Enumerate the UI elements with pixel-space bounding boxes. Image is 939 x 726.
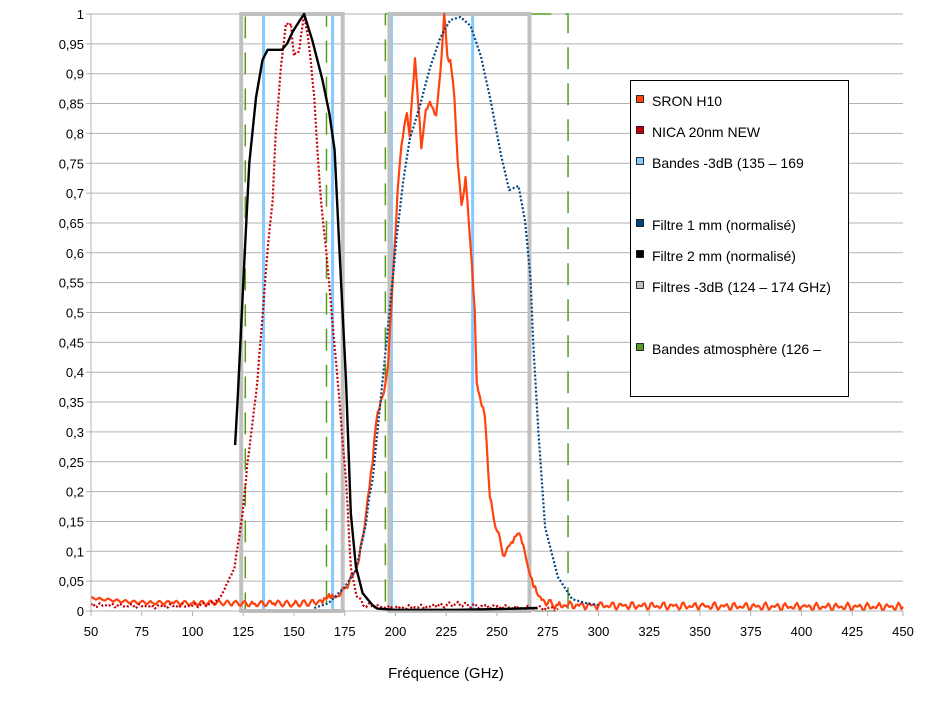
y-tick-label: 0,4 bbox=[66, 365, 84, 380]
series-filtre-1-mm-normalis bbox=[313, 15, 599, 610]
legend-swatch bbox=[636, 95, 644, 103]
legend-label: SRON H10 bbox=[652, 93, 722, 109]
legend-swatch bbox=[636, 157, 644, 165]
legend-swatch bbox=[636, 250, 644, 258]
legend-box bbox=[630, 80, 849, 397]
y-tick-label: 0,6 bbox=[66, 246, 84, 261]
x-tick-label: 425 bbox=[841, 624, 863, 639]
legend-label: NICA 20nm NEW bbox=[652, 124, 761, 140]
y-tick-label: 0,3 bbox=[66, 425, 84, 440]
y-tick-label: 0,9 bbox=[66, 67, 84, 82]
y-tick-label: 0,2 bbox=[66, 485, 84, 500]
x-tick-labels: 50 75 100 125 150 175 200 225 250 275 300 325 350 375… bbox=[84, 624, 914, 639]
legend-label: Filtre 1 mm (normalisé) bbox=[652, 217, 796, 233]
legend-label: Bandes atmosphère (126 – bbox=[652, 341, 821, 357]
x-axis-label: Fréquence (GHz) bbox=[388, 665, 504, 682]
series-nica-20nm-new bbox=[90, 12, 559, 612]
y-tick-label: 0,15 bbox=[59, 514, 84, 529]
y-tick-label: 0 bbox=[77, 604, 84, 619]
series-sron-h10 bbox=[90, 12, 904, 612]
x-tick-label: 175 bbox=[334, 624, 356, 639]
legend-label: Filtre 2 mm (normalisé) bbox=[652, 248, 796, 264]
y-tick-label: 0,05 bbox=[59, 574, 84, 589]
legend-swatch bbox=[636, 281, 644, 289]
y-tick-label: 0,1 bbox=[66, 544, 84, 559]
x-tick-label: 200 bbox=[385, 624, 407, 639]
legend-label: Bandes -3dB (135 – 169 bbox=[652, 155, 804, 171]
legend-swatch bbox=[636, 126, 644, 134]
axes bbox=[90, 14, 903, 612]
series-lines bbox=[90, 12, 904, 612]
x-tick-label: 100 bbox=[182, 624, 204, 639]
y-tick-label: 0,35 bbox=[59, 395, 84, 410]
x-tick-label: 150 bbox=[283, 624, 305, 639]
y-tick-label: 0,7 bbox=[66, 186, 84, 201]
y-tick-label: 0,65 bbox=[59, 216, 84, 231]
y-tick-labels: 0 0,05 0,1 0,15 0,2 0,25 0,3 0,35 0,4 0,45 0,5 0,55… bbox=[59, 7, 84, 619]
y-tick-label: 0,45 bbox=[59, 335, 84, 350]
x-tick-label: 325 bbox=[638, 624, 660, 639]
y-tick-label: 0,5 bbox=[66, 306, 84, 321]
y-tick-label: 0,55 bbox=[59, 276, 84, 291]
x-tick-label: 350 bbox=[689, 624, 711, 639]
y-tick-label: 0,25 bbox=[59, 455, 84, 470]
x-tick-label: 400 bbox=[791, 624, 813, 639]
x-tick-label: 275 bbox=[537, 624, 559, 639]
x-tick-label: 125 bbox=[232, 624, 254, 639]
legend: SRON H10 NICA 20nm NEW Bandes -3dB (135 – … bbox=[630, 80, 849, 397]
y-tick-label: 0,95 bbox=[59, 37, 84, 52]
legend-swatch bbox=[636, 343, 644, 351]
series-filtre-2-mm-normalis bbox=[233, 12, 538, 611]
legend-swatch bbox=[636, 219, 644, 227]
y-tick-label: 0,75 bbox=[59, 156, 84, 171]
y-tick-label: 0,85 bbox=[59, 97, 84, 112]
x-tick-label: 75 bbox=[135, 624, 149, 639]
y-tick-label: 1 bbox=[77, 7, 84, 22]
x-tick-label: 300 bbox=[588, 624, 610, 639]
legend-label: Filtres -3dB (124 – 174 GHz) bbox=[652, 279, 831, 295]
x-tick-label: 375 bbox=[740, 624, 762, 639]
x-tick-label: 50 bbox=[84, 624, 98, 639]
x-tick-label: 225 bbox=[435, 624, 457, 639]
x-tick-label: 450 bbox=[892, 624, 914, 639]
y-tick-label: 0,8 bbox=[66, 126, 84, 141]
x-tick-label: 250 bbox=[486, 624, 508, 639]
